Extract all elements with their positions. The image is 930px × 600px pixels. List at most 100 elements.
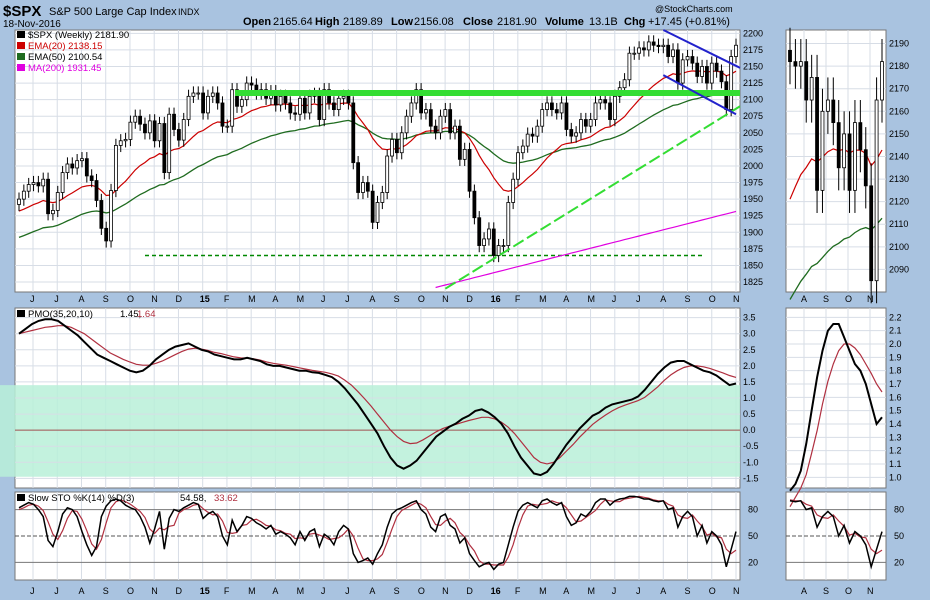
price-candle xyxy=(65,163,70,174)
price-candle xyxy=(327,89,331,104)
zoom-pmo-tick-label: 1.5 xyxy=(889,406,902,416)
price-candle xyxy=(685,56,690,61)
price-candle xyxy=(496,245,501,256)
sto-k-line xyxy=(18,495,737,571)
price-candle xyxy=(351,102,356,164)
pmo-signal-value: 1.64 xyxy=(137,309,156,320)
month-label: J xyxy=(636,294,641,304)
month-label: J xyxy=(345,294,350,304)
volume-label: Volume xyxy=(545,16,584,28)
zoom-pmo-tick-label: 2.1 xyxy=(889,326,902,336)
legend-swatch-pmo xyxy=(17,310,25,317)
price-tick-label: 2000 xyxy=(743,161,763,171)
price-candle xyxy=(448,109,453,134)
month-label: A xyxy=(369,294,375,304)
zoom-price-candle xyxy=(798,61,803,67)
month-label: O xyxy=(709,294,716,304)
month-label: S xyxy=(685,294,691,304)
price-tick-label: 1825 xyxy=(743,277,763,287)
month-label-bottom: M xyxy=(297,586,305,596)
high-label: High xyxy=(315,16,340,28)
price-candle xyxy=(457,125,462,160)
wedge-lower-line xyxy=(662,74,737,116)
month-label-bottom: A xyxy=(660,586,666,596)
zoom-price-candle xyxy=(880,61,884,101)
zoom-price-tick-label: 2130 xyxy=(889,174,909,184)
price-candle xyxy=(443,109,448,117)
ema50-line xyxy=(18,90,737,239)
sto-label: Slow STO %K(14) %D(3) xyxy=(28,493,134,504)
price-candle xyxy=(583,119,588,127)
month-label: A xyxy=(78,294,84,304)
price-candle xyxy=(559,102,564,114)
price-candle xyxy=(482,238,486,246)
price-candle xyxy=(36,182,41,187)
sto-d-line xyxy=(18,495,737,566)
volume-value: 13.1B xyxy=(589,16,618,28)
price-candle xyxy=(588,119,593,127)
price-candle xyxy=(215,92,220,104)
price-tick-label: 1950 xyxy=(743,194,763,204)
price-candle xyxy=(622,79,627,89)
zoom-month-label: S xyxy=(823,294,829,304)
price-candle xyxy=(133,115,138,123)
exchange-label: INDX xyxy=(178,7,200,17)
month-label-bottom: O xyxy=(127,586,134,596)
month-label-bottom: O xyxy=(418,586,425,596)
price-candle xyxy=(627,52,632,81)
price-candle xyxy=(26,184,31,192)
zoom-sto-k-line xyxy=(789,499,883,570)
month-label-bottom: A xyxy=(563,586,569,596)
price-candle xyxy=(477,217,482,246)
price-tick-label: 2125 xyxy=(743,78,763,88)
zoom-pmo-tick-label: 1.0 xyxy=(889,472,902,482)
price-candle xyxy=(695,62,700,77)
price-candle xyxy=(491,228,496,256)
chart-date: 18-Nov-2016 xyxy=(3,19,61,30)
zoom-pmo-tick-label: 1.7 xyxy=(889,379,902,389)
pmo-tick-label: 2.5 xyxy=(743,345,756,355)
low-value: 2156.08 xyxy=(414,16,454,28)
pmo-zone xyxy=(0,385,740,477)
price-tick-label: 2200 xyxy=(743,28,763,38)
zoom-pmo-tick-label: 2.2 xyxy=(889,312,902,322)
price-candle xyxy=(225,125,230,128)
month-label-bottom: A xyxy=(78,586,84,596)
price-tick-label: 2100 xyxy=(743,95,763,105)
chg-label: Chg xyxy=(624,16,645,28)
zoom-price-candle xyxy=(831,99,836,124)
price-candle xyxy=(356,162,361,193)
legend-swatch-ema50 xyxy=(17,53,25,60)
zoom-pmo-tick-label: 1.9 xyxy=(889,352,902,362)
zoom-price-tick-label: 2190 xyxy=(889,39,909,49)
price-candle xyxy=(230,89,235,127)
zoom-sto-d-line xyxy=(789,499,883,555)
price-tick-label: 1925 xyxy=(743,211,763,221)
zoom-price-tick-label: 2140 xyxy=(889,151,909,161)
zoom-price-candle xyxy=(793,61,798,67)
zoom-price-tick-label: 2150 xyxy=(889,129,909,139)
legend-ma200: MA(200) 1931.45 xyxy=(28,63,101,74)
sto-tick-label: 50 xyxy=(748,531,758,541)
price-candle xyxy=(375,202,380,223)
zoom-price-candle xyxy=(874,99,879,282)
price-candle xyxy=(336,97,341,110)
price-candle xyxy=(632,52,637,55)
price-candle xyxy=(579,119,583,134)
price-candle xyxy=(75,160,80,169)
price-candle xyxy=(690,56,695,64)
zoom-sto-tick-label: 20 xyxy=(894,557,904,567)
price-candle xyxy=(516,152,520,180)
price-candle xyxy=(167,113,172,174)
price-candle xyxy=(424,109,428,114)
month-label: A xyxy=(563,294,569,304)
price-candle xyxy=(428,109,433,127)
zoom-month-label: O xyxy=(845,294,852,304)
zoom-price-tick-label: 2120 xyxy=(889,197,909,207)
legend-ema50: EMA(50) 2100.54 xyxy=(28,52,102,63)
price-candle xyxy=(438,115,443,134)
zoom-pmo-tick-label: 2.0 xyxy=(889,339,902,349)
month-label: D xyxy=(466,294,473,304)
price-candle xyxy=(176,129,181,141)
price-candle xyxy=(307,95,312,114)
